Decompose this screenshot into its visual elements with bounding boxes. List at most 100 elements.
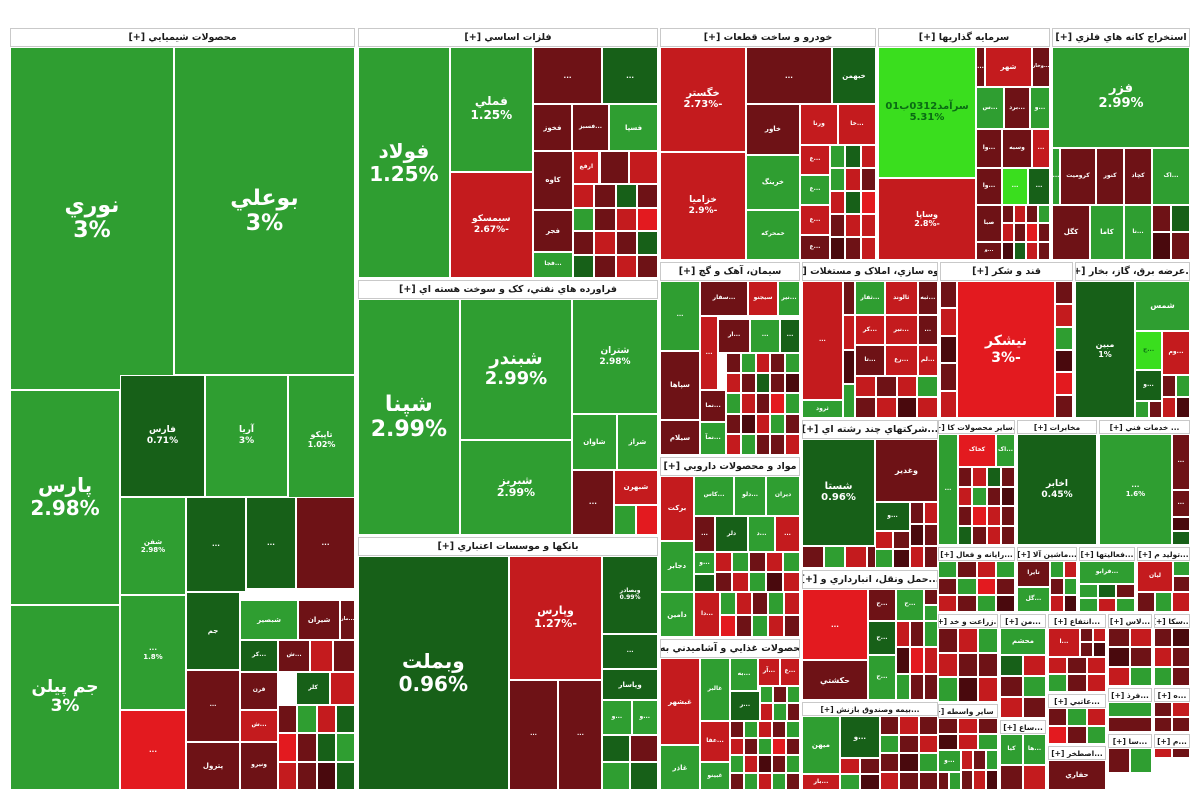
stock-tile[interactable]: قرن (240, 671, 279, 710)
stock-tile[interactable]: ...آر (758, 658, 780, 686)
stock-tile[interactable]: ...وخار (1031, 47, 1050, 88)
stock-tile[interactable]: غبشهر (660, 658, 701, 746)
stock-tile-small[interactable] (949, 772, 961, 790)
stock-tile[interactable]: ...و (875, 501, 910, 531)
stock-tile-small[interactable] (958, 486, 973, 507)
sector-header-real-estate[interactable]: انبوه سازي، املاک و مستغلات [+] (802, 262, 938, 281)
stock-tile-small[interactable] (758, 737, 772, 756)
stock-tile[interactable]: ...ار (718, 318, 751, 353)
stock-tile-small[interactable] (628, 151, 658, 185)
stock-tile-small[interactable] (310, 639, 333, 672)
stock-tile[interactable]: ...ثفار (855, 281, 885, 316)
stock-tile-small[interactable] (1055, 303, 1073, 327)
stock-tile[interactable]: ... (185, 669, 241, 742)
stock-tile-small[interactable] (1013, 241, 1026, 260)
stock-tile[interactable]: ... (602, 634, 658, 670)
stock-tile-small[interactable] (786, 703, 800, 721)
sector-header-other-minerals[interactable]: ...ساير محصولات کا [+] (938, 420, 1015, 434)
stock-tile-small[interactable] (995, 595, 1015, 612)
stock-tile[interactable]: ... (1031, 129, 1050, 168)
stock-tile-small[interactable] (1176, 375, 1190, 397)
stock-tile-small[interactable] (940, 363, 957, 391)
stock-tile[interactable]: شستا 0.96% (802, 439, 876, 546)
stock-tile-small[interactable] (909, 647, 924, 674)
stock-tile-small[interactable] (1135, 401, 1149, 418)
stock-tile-small[interactable] (1108, 717, 1152, 732)
stock-tile-small[interactable] (1048, 708, 1068, 726)
stock-tile[interactable]: ...اک (996, 434, 1015, 468)
stock-tile-small[interactable] (726, 413, 741, 435)
stock-tile-small[interactable] (938, 677, 958, 702)
stock-tile-small[interactable] (602, 762, 631, 790)
stock-tile-small[interactable] (770, 434, 786, 455)
stock-tile-small[interactable] (1172, 591, 1190, 612)
stock-tile-small[interactable] (940, 281, 957, 309)
stock-tile[interactable]: پارس 2.98% (10, 389, 121, 605)
stock-tile-small[interactable] (1067, 656, 1087, 675)
stock-tile-small[interactable] (1000, 525, 1015, 545)
stock-tile-small[interactable] (278, 704, 298, 734)
stock-tile[interactable]: خزاميا -2.9% (660, 151, 746, 260)
stock-tile-small[interactable] (752, 592, 768, 615)
stock-tile-small[interactable] (602, 734, 631, 763)
stock-tile-small[interactable] (892, 549, 910, 568)
stock-tile[interactable]: ...ح (867, 655, 896, 700)
sector-header-sugar[interactable]: قند و شکر [+] (940, 262, 1073, 281)
stock-tile-small[interactable] (1086, 708, 1106, 726)
stock-tile-small[interactable] (978, 734, 998, 751)
stock-tile-small[interactable] (1108, 666, 1130, 686)
stock-tile-small[interactable] (1067, 708, 1087, 726)
stock-tile-small[interactable] (759, 685, 774, 704)
stock-tile[interactable]: شراز (616, 414, 658, 470)
stock-tile[interactable]: شبندر 2.99% (459, 299, 573, 440)
stock-tile-small[interactable] (1152, 204, 1172, 233)
stock-tile[interactable]: اخابر 0.45% (1017, 434, 1097, 545)
stock-tile-small[interactable] (895, 620, 910, 648)
stock-tile[interactable]: خرينگ (745, 154, 800, 210)
stock-tile-small[interactable] (1172, 748, 1190, 758)
stock-tile-small[interactable] (875, 530, 893, 550)
stock-tile-small[interactable] (720, 614, 737, 637)
stock-tile-small[interactable] (859, 758, 880, 775)
stock-tile-small[interactable] (938, 772, 950, 790)
stock-tile[interactable]: فخوز (532, 104, 572, 152)
stock-tile-small[interactable] (923, 673, 938, 700)
stock-tile[interactable]: ...ج (1135, 330, 1163, 371)
stock-tile[interactable]: ...س (976, 87, 1005, 130)
stock-tile-small[interactable] (740, 434, 756, 455)
stock-tile-small[interactable] (973, 750, 986, 771)
stock-tile-small[interactable] (770, 352, 786, 373)
stock-tile-small[interactable] (782, 572, 800, 593)
stock-tile-small[interactable] (875, 375, 897, 397)
stock-tile[interactable]: ...گل (1017, 586, 1050, 612)
stock-tile[interactable]: ...لم (917, 345, 938, 376)
stock-tile[interactable]: ...فسبز (571, 104, 610, 152)
stock-tile-small[interactable] (755, 413, 771, 435)
sector-header-entefa-sector[interactable]: ...انتفاع [+] (1048, 614, 1106, 628)
stock-tile[interactable]: غالبر (700, 658, 730, 721)
stock-tile-small[interactable] (765, 572, 783, 593)
stock-tile-small[interactable] (768, 614, 784, 637)
stock-tile[interactable]: دامين (660, 592, 695, 637)
stock-tile-small[interactable] (726, 434, 741, 455)
stock-tile-small[interactable] (995, 561, 1015, 578)
stock-tile-small[interactable] (732, 552, 749, 573)
stock-tile-small[interactable] (736, 592, 753, 615)
stock-tile[interactable]: شتران 2.98% (571, 299, 658, 415)
stock-tile[interactable]: شبريز 2.99% (459, 439, 573, 535)
stock-tile-small[interactable] (782, 552, 800, 573)
stock-tile-small[interactable] (845, 545, 867, 568)
sector-header-other-intermediary[interactable]: ... سایر واسطه [+] (938, 704, 998, 718)
stock-tile[interactable]: ...اک (1152, 147, 1190, 205)
stock-tile-small[interactable] (1130, 647, 1152, 667)
stock-tile-small[interactable] (1108, 628, 1130, 648)
stock-tile-small[interactable] (786, 685, 800, 704)
stock-tile-small[interactable] (1154, 628, 1172, 648)
stock-tile[interactable]: ...ع (799, 174, 830, 206)
stock-tile-small[interactable] (770, 393, 786, 414)
stock-tile-small[interactable] (744, 772, 758, 790)
stock-tile[interactable]: سيجنو (748, 281, 778, 316)
stock-tile-small[interactable] (923, 589, 938, 605)
stock-tile[interactable]: ... (802, 281, 843, 401)
stock-tile-small[interactable] (615, 207, 637, 232)
